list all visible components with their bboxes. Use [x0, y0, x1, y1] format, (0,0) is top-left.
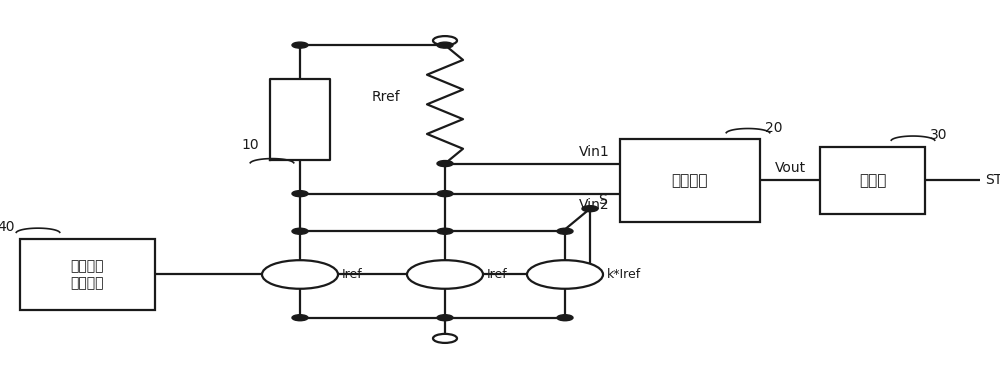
Text: I2: I2	[412, 268, 423, 281]
Circle shape	[437, 191, 453, 197]
Text: 锁存器: 锁存器	[859, 173, 886, 188]
Text: 比较电路: 比较电路	[672, 173, 708, 188]
Circle shape	[292, 42, 308, 48]
Circle shape	[437, 161, 453, 167]
Text: 控制电路: 控制电路	[71, 276, 104, 290]
Text: 测试模式: 测试模式	[71, 259, 104, 273]
Circle shape	[557, 315, 573, 321]
Circle shape	[292, 315, 308, 321]
Text: I1: I1	[266, 268, 278, 281]
Text: Vout: Vout	[774, 161, 806, 175]
Text: 10: 10	[241, 138, 259, 152]
Text: 40: 40	[0, 220, 15, 235]
Circle shape	[292, 191, 308, 197]
Circle shape	[437, 228, 453, 234]
Circle shape	[527, 260, 603, 289]
Text: 30: 30	[930, 128, 948, 143]
Circle shape	[292, 228, 308, 234]
Text: STAT: STAT	[985, 173, 1000, 188]
Circle shape	[433, 36, 457, 45]
Text: I3: I3	[531, 268, 543, 281]
Text: k*Iref: k*Iref	[607, 268, 641, 281]
Circle shape	[582, 206, 598, 212]
Text: Iref: Iref	[342, 268, 363, 281]
Circle shape	[437, 315, 453, 321]
Text: 20: 20	[765, 121, 782, 135]
Text: Vin2: Vin2	[579, 198, 610, 212]
Circle shape	[437, 42, 453, 48]
Circle shape	[262, 260, 338, 289]
Circle shape	[557, 228, 573, 234]
Circle shape	[433, 334, 457, 343]
Text: Vin1: Vin1	[579, 145, 610, 159]
Text: Iref: Iref	[487, 268, 508, 281]
FancyBboxPatch shape	[620, 139, 760, 222]
Text: S: S	[598, 193, 607, 207]
Circle shape	[407, 260, 483, 289]
FancyBboxPatch shape	[820, 147, 925, 214]
FancyBboxPatch shape	[20, 239, 155, 310]
Text: Rref: Rref	[371, 90, 400, 104]
